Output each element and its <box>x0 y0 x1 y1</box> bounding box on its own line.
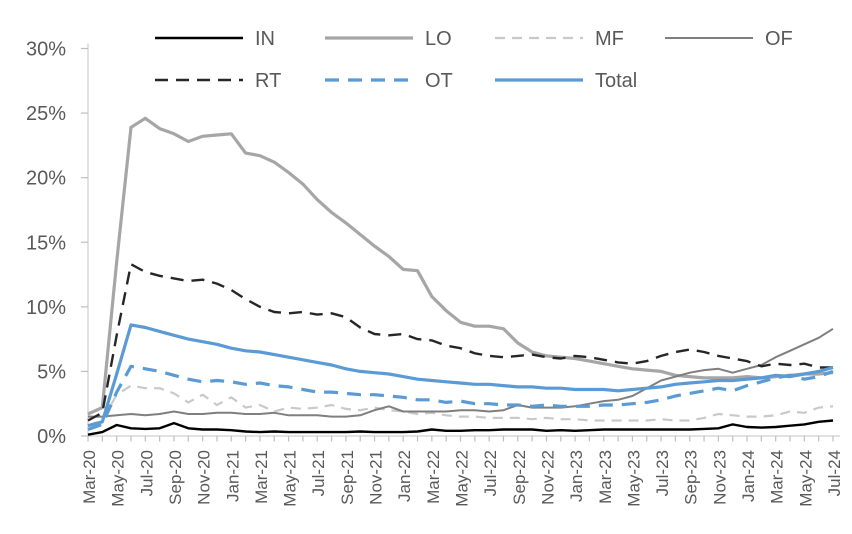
axes: 0% 5% 10% 15% 20% 25% 30% Mar-20 May-20 Jul-20 Sep… <box>26 39 844 507</box>
legend-label-total: Total <box>595 70 637 92</box>
series-of-path <box>88 327 834 418</box>
x-tick-label: Jul-22 <box>481 450 500 496</box>
series-ot-line <box>87 364 834 432</box>
y-tick-label: 20% <box>26 168 66 190</box>
series-ot-path <box>87 364 834 432</box>
legend: IN LO MF OF RT OT Total <box>155 28 793 92</box>
legend-label-of: OF <box>765 28 793 50</box>
x-tick-label: May-21 <box>281 450 300 507</box>
x-tick-label: Mar-24 <box>768 450 787 504</box>
legend-label-in: IN <box>255 28 275 50</box>
y-tick-label: 10% <box>26 297 66 319</box>
legend-item-mf: MF <box>495 28 624 50</box>
x-tick-label: Jan-24 <box>739 450 758 502</box>
x-tick-label: May-23 <box>624 450 643 507</box>
x-tick-label: Sep-20 <box>166 450 185 505</box>
x-tick-label: May-22 <box>453 450 472 507</box>
x-tick-label: Mar-20 <box>80 450 99 504</box>
y-tick-label: 5% <box>37 361 66 383</box>
series-lo-line <box>87 116 834 416</box>
x-tick-label: May-24 <box>796 450 815 507</box>
series-mf-line <box>87 384 834 427</box>
x-tick-label: Mar-22 <box>424 450 443 504</box>
y-tick-label: 0% <box>37 426 66 448</box>
x-tick-label: Sep-23 <box>682 450 701 505</box>
y-tick-label: 30% <box>26 39 66 61</box>
legend-item-lo: LO <box>325 28 452 50</box>
x-tick-label: Sep-21 <box>338 450 357 505</box>
legend-item-ot: OT <box>325 70 453 92</box>
series-in-path <box>87 419 834 436</box>
legend-item-total: Total <box>495 70 637 92</box>
x-tick-label: Jul-21 <box>309 450 328 496</box>
legend-item-in: IN <box>155 28 275 50</box>
series-lo-path <box>87 116 834 416</box>
x-tick-label: Jul-23 <box>653 450 672 496</box>
series-in-line <box>87 419 834 436</box>
y-tick-label: 25% <box>26 103 66 125</box>
legend-label-ot: OT <box>425 70 453 92</box>
x-tick-label: Mar-23 <box>596 450 615 504</box>
x-tick-label: Jan-22 <box>395 450 414 502</box>
x-tick-label: Mar-21 <box>252 450 271 504</box>
legend-label-rt: RT <box>255 70 281 92</box>
legend-item-of: OF <box>665 28 793 50</box>
legend-item-rt: RT <box>155 70 281 92</box>
series-total-path <box>87 323 834 428</box>
x-tick-label: Jan-23 <box>567 450 586 502</box>
x-tick-label: Nov-23 <box>710 450 729 505</box>
x-tick-label: Sep-22 <box>510 450 529 505</box>
x-tick-label: Jul-24 <box>825 450 844 496</box>
x-tick-label: Nov-20 <box>195 450 214 505</box>
x-tick-label: May-20 <box>109 450 128 507</box>
series-total-line <box>87 323 834 428</box>
y-tick-label: 15% <box>26 232 66 254</box>
x-tick-label: Nov-22 <box>538 450 557 505</box>
legend-label-lo: LO <box>425 28 452 50</box>
x-tick-label: Jul-20 <box>137 450 156 496</box>
series-mf-path <box>87 384 834 427</box>
series-rt-line <box>87 263 833 422</box>
series-rt-path <box>87 263 833 422</box>
series-of-line <box>88 327 834 418</box>
legend-label-mf: MF <box>595 28 624 50</box>
x-tick-label: Nov-21 <box>367 450 386 505</box>
x-tick-label: Jan-21 <box>223 450 242 502</box>
